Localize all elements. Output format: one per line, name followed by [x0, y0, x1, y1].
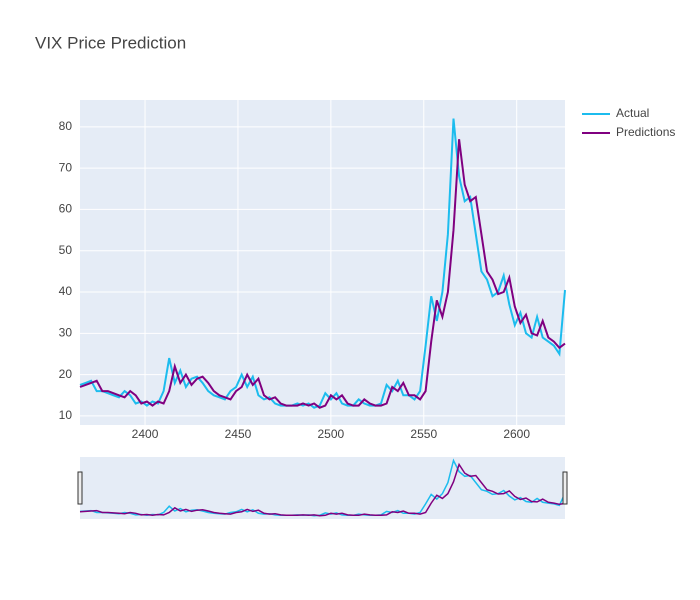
y-tick-label: 10 — [59, 408, 73, 422]
plot-area — [80, 100, 565, 425]
x-tick-label: 2450 — [225, 427, 252, 441]
x-tick-label: 2550 — [410, 427, 437, 441]
slider-handle[interactable] — [562, 471, 568, 505]
legend-label[interactable]: Actual — [616, 106, 649, 120]
x-tick-label: 2400 — [132, 427, 159, 441]
range-slider[interactable] — [80, 457, 565, 519]
chart-title: VIX Price Prediction — [35, 33, 186, 52]
y-tick-label: 80 — [59, 119, 73, 133]
x-tick-label: 2600 — [503, 427, 530, 441]
y-tick-label: 20 — [59, 367, 73, 381]
x-tick-label: 2500 — [318, 427, 345, 441]
y-tick-label: 40 — [59, 284, 73, 298]
y-tick-label: 30 — [59, 325, 73, 339]
line-series — [79, 139, 566, 409]
y-tick-label: 50 — [59, 243, 73, 257]
slider-handle[interactable] — [77, 471, 83, 505]
y-tick-label: 70 — [59, 160, 73, 174]
legend-label[interactable]: Predictions — [616, 125, 675, 139]
slider-line — [79, 458, 566, 517]
y-tick-label: 60 — [59, 202, 73, 216]
line-series — [79, 118, 566, 409]
slider-line — [79, 462, 566, 517]
